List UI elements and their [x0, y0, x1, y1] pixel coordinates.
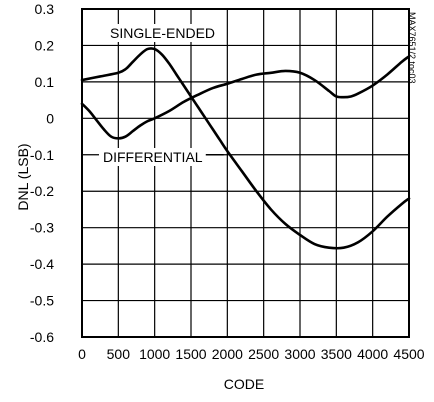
y-tick-label: 0.1	[35, 74, 55, 90]
x-tick-label: 1000	[139, 346, 170, 362]
x-tick-label: 1500	[175, 346, 206, 362]
y-tick-label: 0.3	[35, 1, 55, 17]
figure-annotation: MAX7651/2 toc03	[407, 12, 417, 84]
series-layer	[80, 47, 411, 250]
y-tick-labels: 0.3 0.2 0.1 0 -0.1 -0.2 -0.3 -0.4 -0.5 -0.6	[30, 1, 54, 345]
label-layer: CODE DNL (LSB) MAX7651/2 toc03 SINGLE-EN…	[15, 12, 417, 392]
y-tick-label: -0.3	[30, 220, 54, 236]
series-label-single-ended: SINGLE-ENDED	[110, 25, 215, 41]
y-tick-label: 0.2	[35, 37, 55, 53]
series-label-differential-bg	[99, 148, 207, 166]
x-tick-label: 500	[107, 346, 131, 362]
x-tick-label: 4500	[393, 346, 424, 362]
series-line-single-ended	[80, 47, 411, 250]
x-tick-label: 2500	[248, 346, 279, 362]
x-axis-label: CODE	[224, 376, 264, 392]
x-tick-label: 0	[78, 346, 86, 362]
series-label-differential: DIFFERENTIAL	[103, 149, 203, 165]
x-tick-label: 3000	[284, 346, 315, 362]
x-tick-label: 3500	[321, 346, 352, 362]
y-axis-label: DNL (LSB)	[15, 143, 31, 210]
y-tick-label: -0.2	[30, 183, 54, 199]
y-tick-label: 0	[46, 110, 54, 126]
frame-layer	[81, 8, 410, 338]
series-line-differential	[80, 55, 411, 140]
x-tick-labels: 0 500 1000 1500 2000 2500 3000 3500 4000 4500	[78, 346, 425, 362]
y-tick-label: -0.1	[30, 147, 54, 163]
x-tick-label: 4000	[357, 346, 388, 362]
y-tick-label: -0.4	[30, 256, 54, 272]
y-tick-label: -0.5	[30, 293, 54, 309]
x-tick-label: 2000	[212, 346, 243, 362]
grid-layer	[82, 9, 409, 337]
y-tick-label: -0.6	[30, 329, 54, 345]
plot-frame	[81, 8, 410, 338]
series-label-single-ended-bg	[106, 24, 220, 42]
